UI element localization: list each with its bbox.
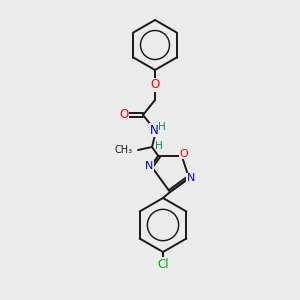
Text: H: H bbox=[155, 141, 163, 151]
Text: O: O bbox=[150, 79, 160, 92]
Text: N: N bbox=[145, 161, 153, 171]
Text: CH₃: CH₃ bbox=[115, 145, 133, 155]
Text: Cl: Cl bbox=[157, 257, 169, 271]
Text: O: O bbox=[119, 109, 129, 122]
Text: O: O bbox=[179, 149, 188, 159]
Text: N: N bbox=[150, 124, 158, 136]
Text: N: N bbox=[187, 173, 195, 183]
Text: H: H bbox=[158, 122, 166, 132]
